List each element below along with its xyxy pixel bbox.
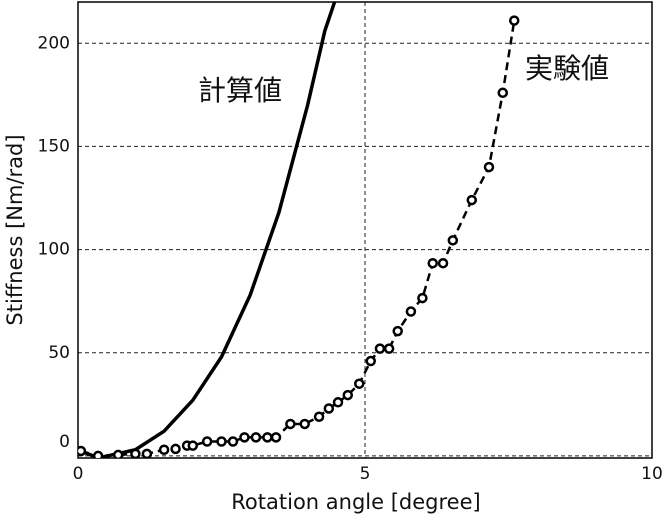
marker [447,235,459,246]
marker [365,355,376,367]
x-tick-label: 10 [641,464,663,484]
plot-area [78,2,520,458]
marker [239,432,250,443]
y-tick-label: 100 [38,240,70,260]
marker [227,436,239,447]
marker [141,448,153,458]
marker [170,443,181,455]
marker [270,432,282,443]
marker [466,194,478,206]
marker [392,325,403,337]
marker [497,87,509,99]
marker [130,448,141,458]
marker [92,450,104,458]
marker [187,440,199,451]
marker [427,257,438,269]
line [78,2,337,458]
marker [285,418,296,430]
marker [112,449,124,458]
x-tick-label: 5 [360,464,371,484]
annotation: 計算値 [198,74,282,107]
x-tick-label: 0 [73,464,84,484]
marker [250,432,262,443]
marker [216,436,227,447]
plot-frame [77,1,653,459]
marker [313,411,325,422]
y-tick-label: 0 [59,432,70,452]
y-axis-label: Stiffness [Nm/rad] [3,134,27,325]
marker [405,306,417,317]
marker [483,161,495,173]
marker [323,403,335,414]
marker [354,378,365,389]
marker [332,397,344,408]
marker [437,257,449,269]
marker [201,436,213,447]
y-tick-label: 150 [38,136,70,156]
marker [383,343,395,354]
marker [417,292,428,304]
y-tick-label: 50 [48,343,70,363]
marker [342,389,354,401]
x-axis-label: Rotation angle [degree] [231,490,480,514]
marker [374,343,386,354]
marker [299,418,310,430]
marker [158,444,170,455]
marker [508,15,520,26]
y-tick-label: 200 [38,33,70,53]
marker [262,432,273,443]
marker [78,445,87,457]
annotation: 実験値 [525,52,609,85]
